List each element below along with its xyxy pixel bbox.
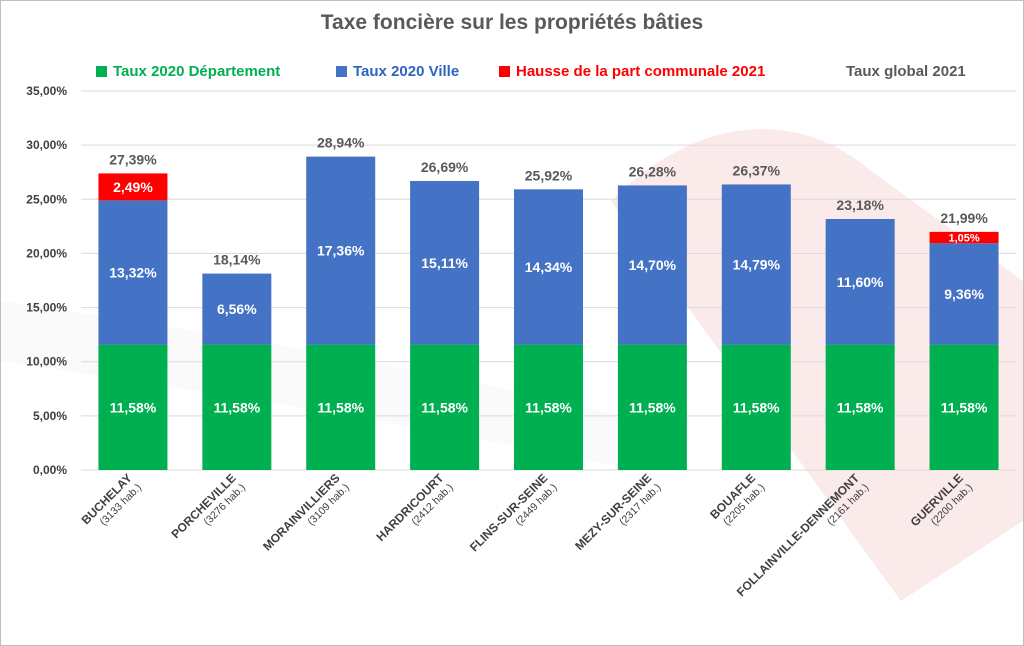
bar-value-label: 9,36% [944,286,984,302]
legend-swatch-blue [336,66,347,77]
total-value-label: 28,94% [317,135,365,151]
bar-value-label: 1,05% [948,233,979,245]
bar-value-label: 11,60% [837,274,884,290]
x-tick-label-name: FLINS-SUR-SEINE [467,471,550,554]
bar-segment [410,344,480,470]
bar-value-label: 11,58% [629,399,676,415]
bar-segment [514,189,583,345]
legend-label: Taux 2020 Département [113,63,281,80]
bar-segment [825,344,895,470]
chart-title: Taxe foncière sur les propriétés bâties [320,11,704,34]
x-tick-label: FLINS-SUR-SEINE(2449 hab.) [467,471,560,554]
bar-value-label: 11,58% [421,399,468,415]
total-value-label: 18,14% [213,252,261,268]
bar-segment [929,243,999,345]
x-tick-label-name: MORAINVILLIERS [260,471,342,553]
y-tick-label: 25,00% [26,192,67,206]
bar-value-label: 13,32% [109,264,157,280]
x-tick-label: HARDRICOURT(2412 hab.) [373,471,455,545]
legend-label: Taux global 2021 [846,63,966,80]
y-tick-label: 10,00% [26,355,67,369]
bar-value-label: 14,79% [733,257,781,273]
bar-value-label: 11,58% [317,399,364,415]
bar-segment [721,344,791,470]
bar-value-label: 15,11% [421,255,468,271]
legend-swatch-red [499,66,510,77]
total-value-label: 27,39% [109,151,157,167]
bar-value-label: 11,58% [837,399,884,415]
legend-item-hausse: Hausse de la part communale 2021 [499,63,765,80]
total-value-label: 26,69% [421,159,469,175]
bar-value-label: 11,58% [213,399,260,415]
bar-segment [98,173,168,201]
y-tick-label: 20,00% [26,246,67,260]
bar-value-label: 11,58% [941,399,988,415]
legend-label: Hausse de la part communale 2021 [516,63,766,80]
y-tick-label: 5,00% [33,409,67,423]
bar-segment [617,185,687,345]
y-tick-label: 15,00% [26,301,67,315]
bar-segment [202,273,272,345]
bar-segment [98,344,168,470]
x-tick-label: BUCHELAY(3133 hab.) [79,471,144,528]
bar-value-label: 6,56% [217,301,257,317]
bar-value-label: 11,58% [110,399,157,415]
total-value-label: 23,18% [836,197,884,213]
y-tick-label: 35,00% [26,84,67,98]
x-tick-label: PORCHEVILLE(3276 hab.) [168,471,247,541]
x-tick-label: BOUAFLE(2205 hab.) [707,471,767,528]
bar-segment [929,231,999,244]
bar-segment [617,344,687,470]
bar-segment [929,344,999,470]
bar-value-label: 14,70% [629,257,677,273]
bar-segment [514,344,583,470]
legend-item-ville: Taux 2020 Ville [336,63,459,80]
bar-segment [306,344,376,470]
x-tick-label: GUERVILLE(2200 hab.) [908,471,976,529]
legend-swatch-green [96,66,107,77]
x-tick-label: MORAINVILLIERS(3109 hab.) [260,471,352,553]
x-tick-label: MEZY-SUR-SEINE(2317 hab.) [572,471,663,553]
legend-item-departement: Taux 2020 Département [96,63,280,80]
bar-segment [202,344,272,470]
legend-label: Taux 2020 Ville [353,63,460,80]
bar-segment [721,184,791,345]
legend-item-taux-global: Taux global 2021 [846,63,966,80]
bar-value-label: 11,58% [525,399,572,415]
bar-segment [306,156,376,345]
total-value-label: 25,92% [525,167,573,183]
bar-value-label: 17,36% [317,243,365,259]
y-tick-label: 0,00% [33,463,67,477]
total-value-label: 26,37% [733,162,781,178]
total-value-label: 21,99% [940,210,988,226]
bar-segment [98,200,168,345]
bar-value-label: 2,49% [113,179,153,195]
y-tick-label: 30,00% [26,138,67,152]
bar-segment [825,218,895,345]
bar-value-label: 11,58% [733,399,780,415]
total-value-label: 26,28% [629,163,677,179]
bar-segment [410,180,480,345]
x-tick-label-name: MEZY-SUR-SEINE [572,471,654,553]
bar-value-label: 14,34% [525,259,573,275]
